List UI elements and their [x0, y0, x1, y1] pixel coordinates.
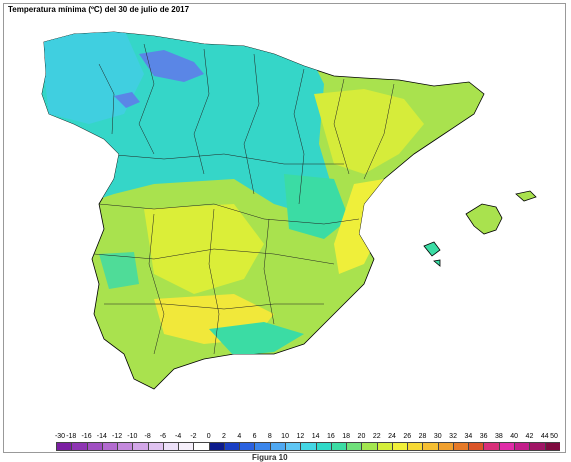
temperature-map [41, 31, 537, 390]
formentera [433, 259, 441, 267]
legend-swatch [86, 443, 102, 450]
legend-tick-label: 20 [357, 433, 366, 440]
legend-tick-label: 8 [267, 433, 272, 440]
legend-swatch [376, 443, 392, 450]
legend-tick-label: 22 [372, 433, 381, 440]
legend-tick-label: 18 [342, 433, 351, 440]
ibiza [423, 241, 441, 257]
legend-swatch [422, 443, 438, 450]
mallorca [465, 203, 503, 235]
extremadura-cool-zone [99, 252, 139, 289]
legend-tick-label: -30 [54, 433, 66, 440]
northwest-cooler-zone [42, 32, 144, 124]
legend-swatch [361, 443, 377, 450]
legend-swatch [391, 443, 408, 450]
legend-swatch [483, 443, 499, 450]
legend-tick-label: 16 [327, 433, 335, 440]
legend-tick-label: -14 [96, 433, 107, 440]
legend-tick-label: -4 [175, 433, 182, 440]
legend-swatch [56, 443, 72, 450]
legend-swatch [254, 443, 270, 450]
legend-swatch [315, 443, 331, 450]
legend-tick-label: 42 [525, 433, 534, 440]
map-title: Temperatura mínima (ºC) del 30 de julio … [8, 5, 190, 14]
legend-swatch [407, 443, 423, 450]
legend-tick-label: -8 [144, 433, 151, 440]
legend-swatches [56, 442, 560, 451]
legend-tick-label: 12 [296, 433, 305, 440]
legend-tick-label: 10 [281, 433, 289, 440]
province-borders [93, 43, 395, 355]
legend-swatch [223, 443, 240, 450]
leon-cold-zone [114, 92, 140, 108]
legend-tick-label: 4 [237, 433, 242, 440]
legend-swatch [284, 443, 301, 450]
legend-tick-label: 0 [206, 433, 211, 440]
legend-tick-label: -10 [127, 433, 138, 440]
legend-tick-label: 6 [252, 433, 257, 440]
legend-swatch [330, 443, 347, 450]
legend-tick-label: 28 [418, 433, 427, 440]
legend-tick-label: 24 [388, 433, 396, 440]
legend-tick-label: -16 [81, 433, 92, 440]
legend-swatch [178, 443, 194, 450]
legend-tick-label: 40 [510, 433, 519, 440]
legend-tick-label: 14 [311, 433, 320, 440]
legend-swatch [132, 443, 148, 450]
legend-swatch [71, 443, 87, 450]
legend-swatch [452, 443, 469, 450]
legend-tick-label: 30 [433, 433, 442, 440]
balearic-islands [423, 190, 537, 267]
legend-swatch [544, 443, 560, 450]
figure-caption: Figura 10 [252, 453, 288, 462]
southeast-cool-zone [209, 322, 304, 356]
legend-tick-label: -6 [159, 433, 167, 440]
legend-swatch [498, 443, 514, 450]
legend-swatch [208, 443, 224, 450]
peninsula [41, 31, 485, 390]
legend-tick-label: 44 [540, 433, 549, 440]
legend-tick-label: 34 [464, 433, 473, 440]
meseta-sur-warm-zone [144, 204, 264, 294]
legend-swatch [513, 443, 530, 450]
legend-swatch [468, 443, 484, 450]
legend-tick-label: 36 [479, 433, 488, 440]
map-frame: Temperatura mínima (ºC) del 30 de julio … [3, 3, 566, 453]
legend-swatch [239, 443, 255, 450]
ebro-warm-zone [314, 89, 424, 174]
legend-swatch [346, 443, 362, 450]
cantabria-cold-zone [139, 50, 204, 82]
legend-swatch [269, 443, 285, 450]
legend-swatch [162, 443, 179, 450]
legend-tick-label: 2 [222, 433, 226, 440]
legend-swatch [529, 443, 545, 450]
legend-tick-label: 26 [403, 433, 412, 440]
legend-swatch [101, 443, 118, 450]
color-legend: -30 -18 -16 -14 -12 -10 -8 -6 -4 -2 0 2 4 6 8 10 12 14 16 1… [54, 433, 560, 459]
legend-swatch [147, 443, 163, 450]
legend-tick-label: 38 [495, 433, 503, 440]
legend-swatch [193, 443, 209, 450]
legend-tick-label: -18 [66, 433, 77, 440]
legend-tick-label: 32 [449, 433, 457, 440]
menorca [515, 190, 537, 202]
legend-swatch [117, 443, 133, 450]
legend-swatch [300, 443, 316, 450]
legend-tick-label: -2 [190, 433, 197, 440]
legend-tick-label: 50 [550, 433, 558, 440]
legend-swatch [437, 443, 453, 450]
legend-tick-label: -12 [112, 433, 123, 440]
